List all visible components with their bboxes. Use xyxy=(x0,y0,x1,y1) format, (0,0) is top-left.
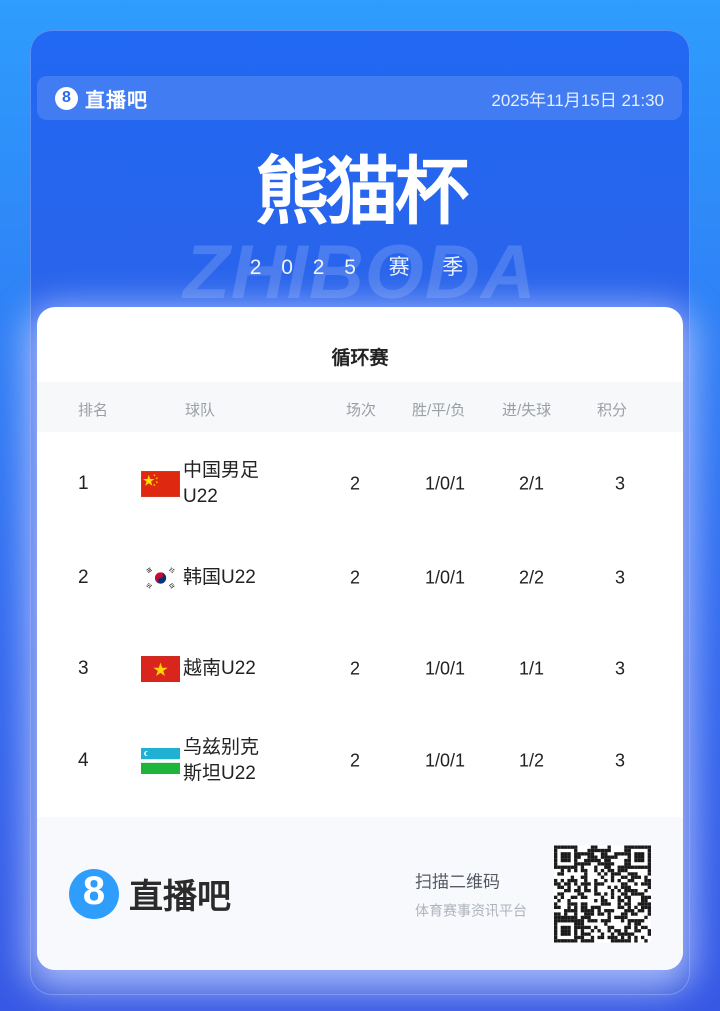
svg-text:8: 8 xyxy=(83,869,105,913)
